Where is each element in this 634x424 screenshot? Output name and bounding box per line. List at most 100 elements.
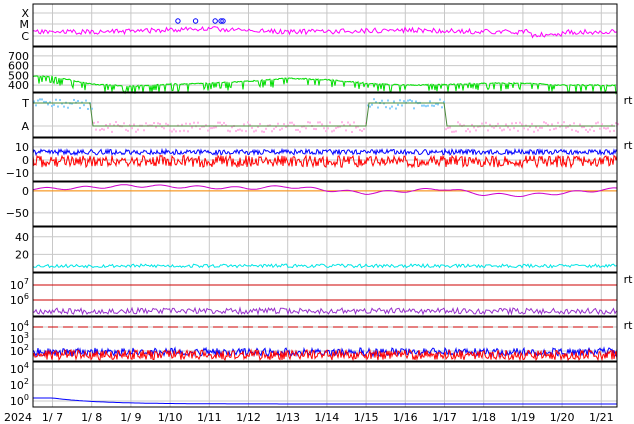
sector-point	[307, 121, 309, 124]
sector-point	[43, 100, 45, 103]
sector-point	[433, 104, 435, 107]
sector-point	[293, 123, 295, 126]
sector-point	[155, 126, 157, 129]
sector-point	[321, 123, 323, 126]
ytick-label: 102	[10, 343, 29, 358]
sector-point	[283, 123, 285, 126]
sector-point	[449, 126, 451, 129]
sector-point	[391, 105, 393, 108]
sector-point	[257, 125, 259, 128]
sector-point	[601, 123, 603, 126]
sector-point	[117, 124, 119, 127]
sector-point	[47, 103, 49, 106]
sector-point	[249, 123, 251, 126]
sector-point	[343, 124, 345, 127]
sector-point	[315, 128, 317, 131]
electron-flux-line	[32, 306, 617, 316]
sector-point	[209, 127, 211, 130]
sector-point	[531, 122, 533, 125]
sector-point	[593, 129, 595, 132]
sector-point	[345, 129, 347, 132]
sector-point	[459, 123, 461, 126]
sector-point	[563, 121, 565, 124]
sector-point	[275, 125, 277, 128]
sector-point	[607, 127, 609, 130]
sector-point	[239, 128, 241, 131]
sector-point	[413, 107, 415, 110]
sector-point	[285, 125, 287, 128]
sector-point	[611, 124, 613, 127]
sector-point	[597, 121, 599, 124]
sector-point	[125, 128, 127, 131]
low-flux-line	[33, 397, 617, 405]
sector-point	[165, 122, 167, 125]
sector-point	[555, 127, 557, 130]
sector-point	[245, 130, 247, 133]
sector-point	[523, 127, 525, 130]
sector-point	[513, 127, 515, 130]
sector-point	[439, 98, 441, 101]
sector-point	[259, 122, 261, 125]
sector-point	[79, 107, 81, 110]
sector-point	[135, 130, 137, 133]
sector-point	[335, 127, 337, 130]
sector-point	[193, 121, 195, 124]
sector-point	[227, 129, 229, 132]
sector-point	[493, 126, 495, 129]
sector-point	[453, 130, 455, 133]
sector-point	[347, 121, 349, 124]
sector-point	[415, 100, 417, 103]
sector-point	[93, 121, 95, 124]
sector-point	[467, 128, 469, 131]
sector-point	[133, 123, 135, 126]
sector-point	[541, 126, 543, 129]
sector-point	[375, 101, 377, 104]
ytick-label: 600	[8, 60, 29, 73]
sector-point	[149, 124, 151, 127]
series-layer	[32, 18, 619, 405]
sector-point	[543, 121, 545, 124]
sector-point	[261, 130, 263, 133]
sector-point	[99, 129, 101, 132]
sector-point	[111, 130, 113, 133]
sector-point	[67, 106, 69, 109]
sector-point	[35, 104, 37, 107]
sector-point	[95, 128, 97, 131]
ytick-label: 104	[10, 319, 29, 334]
xtick-label: 1/12	[236, 411, 261, 424]
sector-point	[337, 126, 339, 129]
sector-point	[485, 121, 487, 124]
sector-point	[477, 125, 479, 128]
sector-point	[169, 129, 171, 132]
sector-point	[175, 130, 177, 133]
sector-point	[499, 126, 501, 129]
sector-point	[561, 124, 563, 127]
sector-point	[529, 125, 531, 128]
flare-marker	[218, 18, 224, 24]
sector-point	[231, 126, 233, 129]
sector-point	[557, 121, 559, 124]
sector-point	[573, 122, 575, 125]
sector-point	[363, 128, 365, 131]
sector-point	[167, 123, 169, 126]
sector-point	[509, 128, 511, 131]
sector-point	[217, 121, 219, 124]
sector-point	[481, 122, 483, 125]
sector-point	[173, 128, 175, 131]
sector-point	[271, 130, 273, 133]
sector-point	[243, 123, 245, 126]
right-label: rt	[624, 319, 634, 332]
sector-point	[251, 126, 253, 129]
sector-point	[435, 102, 437, 105]
sector-point	[161, 125, 163, 128]
sector-point	[37, 99, 39, 102]
sector-point	[103, 128, 105, 131]
sector-point	[389, 107, 391, 110]
sector-point	[395, 107, 397, 110]
sector-point	[265, 127, 267, 130]
sector-point	[85, 99, 87, 102]
grid-lines	[33, 4, 617, 407]
sector-point	[609, 130, 611, 133]
sector-point	[213, 126, 215, 129]
sector-point	[497, 122, 499, 125]
